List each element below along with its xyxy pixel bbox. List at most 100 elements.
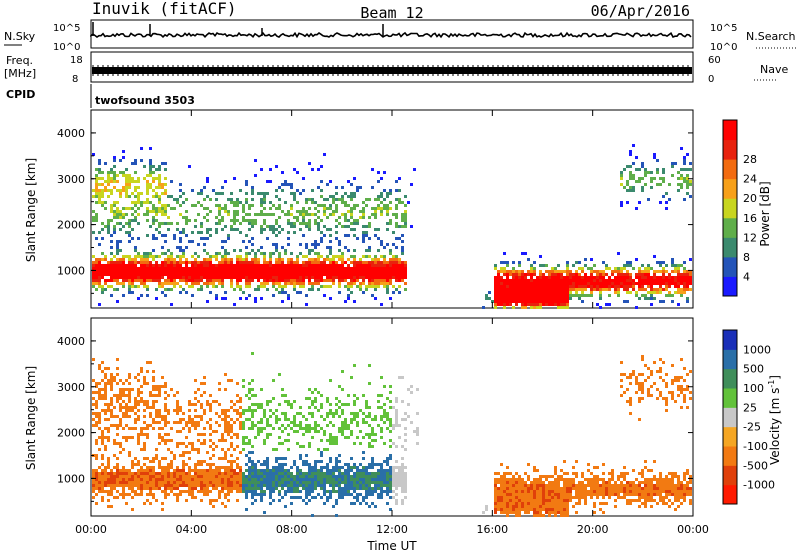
- velocity-cell: [221, 418, 224, 421]
- power-cell: [227, 210, 230, 213]
- power-cell: [290, 261, 293, 264]
- velocity-cell: [347, 490, 350, 493]
- power-cell: [611, 273, 614, 276]
- velocity-cell: [314, 469, 317, 472]
- velocity-cell: [146, 433, 149, 436]
- power-cell: [320, 180, 323, 183]
- power-cell: [284, 252, 287, 255]
- velocity-cell: [107, 403, 110, 406]
- power-cell: [560, 273, 563, 276]
- power-cell: [380, 270, 383, 273]
- velocity-cell: [149, 412, 152, 415]
- power-cell: [278, 225, 281, 228]
- velocity-cell: [278, 373, 281, 376]
- velocity-cell: [302, 433, 305, 436]
- power-cell: [134, 267, 137, 270]
- power-cell: [236, 282, 239, 285]
- power-cell: [380, 243, 383, 246]
- velocity-cell: [401, 466, 404, 469]
- power-cell: [536, 303, 539, 306]
- power-cell: [239, 261, 242, 264]
- power-cell: [524, 276, 527, 279]
- power-cell: [653, 282, 656, 285]
- power-cell: [98, 168, 101, 171]
- power-cell: [656, 276, 659, 279]
- power-cell: [248, 294, 251, 297]
- velocity-cell: [131, 478, 134, 481]
- power-cell: [380, 282, 383, 285]
- velocity-cell: [260, 499, 263, 502]
- velocity-cell: [158, 463, 161, 466]
- power-colorbar-swatch: [723, 256, 737, 277]
- power-cell: [329, 195, 332, 198]
- power-cell: [251, 219, 254, 222]
- power-cell: [662, 267, 665, 270]
- power-cell: [269, 207, 272, 210]
- power-cell: [149, 174, 152, 177]
- power-cell: [686, 192, 689, 195]
- power-cell: [125, 192, 128, 195]
- velocity-cell: [395, 466, 398, 469]
- velocity-cell: [266, 403, 269, 406]
- power-cell: [137, 252, 140, 255]
- velocity-cell: [512, 493, 515, 496]
- power-cell: [206, 276, 209, 279]
- power-cell: [593, 285, 596, 288]
- power-cell: [314, 222, 317, 225]
- velocity-cell: [221, 436, 224, 439]
- power-cell: [395, 180, 398, 183]
- velocity-cell: [284, 400, 287, 403]
- power-cell: [299, 222, 302, 225]
- velocity-cell: [308, 469, 311, 472]
- velocity-cell: [281, 472, 284, 475]
- velocity-cell: [197, 421, 200, 424]
- power-cell: [629, 177, 632, 180]
- power-cell: [326, 198, 329, 201]
- power-cell: [110, 261, 113, 264]
- power-cell: [254, 270, 257, 273]
- power-cell: [302, 261, 305, 264]
- power-cell: [377, 171, 380, 174]
- power-cell: [215, 270, 218, 273]
- velocity-cell: [401, 469, 404, 472]
- velocity-cell: [203, 490, 206, 493]
- power-cell: [677, 267, 680, 270]
- velocity-cell: [200, 475, 203, 478]
- power-cell: [389, 222, 392, 225]
- velocity-cell: [272, 478, 275, 481]
- velocity-cell: [395, 502, 398, 505]
- velocity-cell: [272, 379, 275, 382]
- velocity-cell: [188, 421, 191, 424]
- power-cell: [551, 270, 554, 273]
- velocity-cell: [149, 466, 152, 469]
- velocity-cell: [383, 481, 386, 484]
- velocity-cell: [524, 484, 527, 487]
- velocity-cell: [362, 478, 365, 481]
- power-cell: [239, 273, 242, 276]
- velocity-cell: [257, 472, 260, 475]
- velocity-cell: [101, 499, 104, 502]
- power-cell: [311, 243, 314, 246]
- power-cell: [95, 183, 98, 186]
- power-cell: [98, 243, 101, 246]
- power-cell: [161, 267, 164, 270]
- velocity-cell: [338, 460, 341, 463]
- velocity-cell: [404, 448, 407, 451]
- velocity-cell: [377, 496, 380, 499]
- power-cell: [131, 207, 134, 210]
- velocity-cell: [101, 454, 104, 457]
- power-cell: [200, 288, 203, 291]
- velocity-cell: [263, 481, 266, 484]
- power-cell: [266, 270, 269, 273]
- power-cell: [383, 171, 386, 174]
- velocity-cell: [149, 502, 152, 505]
- velocity-cell: [131, 496, 134, 499]
- power-cell: [341, 270, 344, 273]
- power-cell: [599, 297, 602, 300]
- power-cell: [518, 285, 521, 288]
- velocity-cell: [152, 472, 155, 475]
- power-cell: [323, 207, 326, 210]
- velocity-cell: [158, 475, 161, 478]
- power-cell: [185, 264, 188, 267]
- power-cell: [182, 228, 185, 231]
